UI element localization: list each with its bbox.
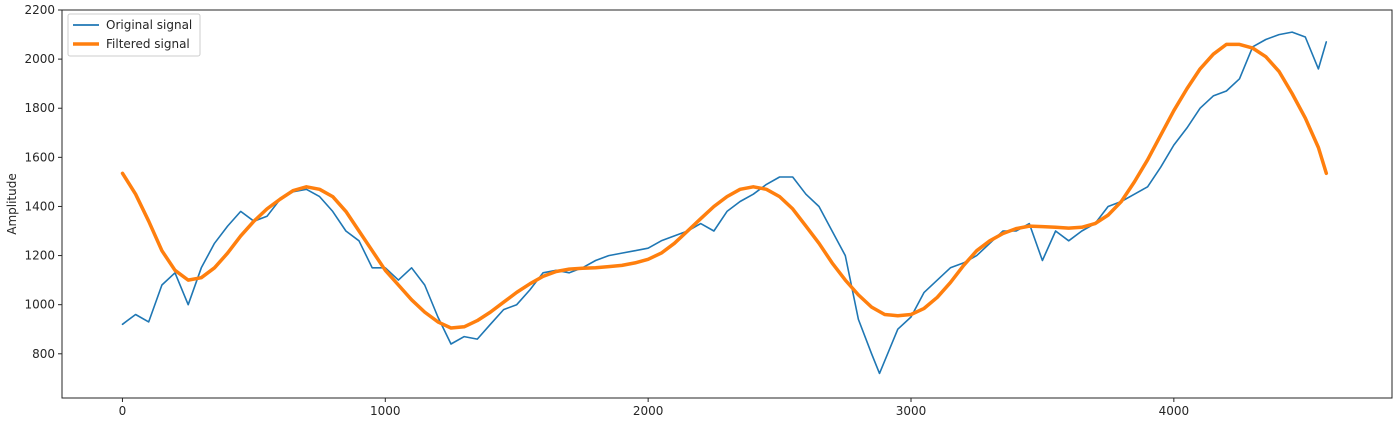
x-tick-label: 1000 xyxy=(370,404,401,418)
y-axis-label: Amplitude xyxy=(5,173,19,235)
legend-label-original: Original signal xyxy=(106,18,192,32)
y-tick-label: 1000 xyxy=(24,298,55,312)
y-axis: 800 1000 1200 1400 1600 1800 2000 2200 xyxy=(24,3,62,361)
x-tick-label: 0 xyxy=(119,404,127,418)
y-tick-label: 2000 xyxy=(24,52,55,66)
x-axis: 0 1000 2000 3000 4000 xyxy=(119,398,1189,418)
legend-label-filtered: Filtered signal xyxy=(106,37,190,51)
series-line-original xyxy=(121,31,1328,375)
series-layer xyxy=(120,31,1329,375)
legend: Original signal Filtered signal xyxy=(67,13,201,57)
series-line-filtered xyxy=(120,42,1329,330)
legend-box xyxy=(67,13,201,57)
y-tick-label: 1200 xyxy=(24,249,55,263)
x-tick-label: 2000 xyxy=(633,404,664,418)
x-tick-label: 3000 xyxy=(896,404,927,418)
y-tick-label: 1600 xyxy=(24,150,55,164)
plot-frame xyxy=(61,9,1393,399)
y-tick-label: 1800 xyxy=(24,101,55,115)
y-tick-label: 1400 xyxy=(24,199,55,213)
x-tick-label: 4000 xyxy=(1159,404,1190,418)
y-tick-label: 2200 xyxy=(24,3,55,17)
y-tick-label: 800 xyxy=(32,347,55,361)
